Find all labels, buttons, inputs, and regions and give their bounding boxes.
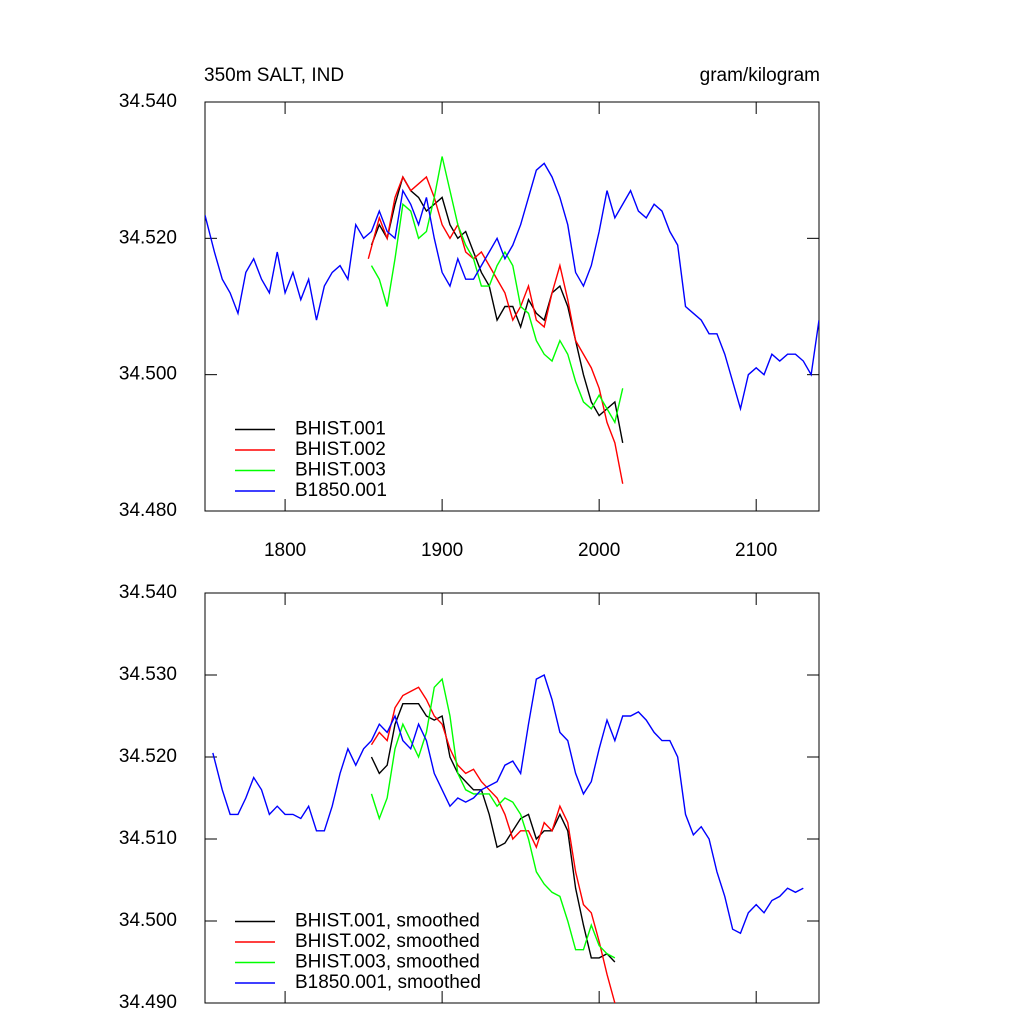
series-line — [205, 162, 819, 412]
legend-label: BHIST.003 — [295, 460, 386, 481]
series-line — [370, 156, 624, 425]
y-tick-label: 34.540 — [119, 582, 177, 603]
legend-label: BHIST.003, smoothed — [295, 952, 480, 973]
plot-frame — [204, 592, 820, 1004]
x-tick-label: 2100 — [735, 540, 777, 561]
chart-subtitle: gram/kilogram — [700, 65, 820, 86]
plot-frame — [204, 101, 820, 512]
legend-label: B1850.001 — [295, 480, 387, 501]
panel: 34.490 34.500 34.510 34.520 34.530 34.540 BHIS… — [119, 582, 820, 1013]
series-line — [367, 175, 624, 484]
series-line — [370, 703, 616, 963]
y-tick-label: 34.500 — [119, 910, 177, 931]
legend-label: B1850.001, smoothed — [295, 972, 481, 993]
legend-label: BHIST.001 — [295, 419, 386, 440]
y-tick-label: 34.510 — [119, 828, 177, 849]
legend-label: BHIST.002, smoothed — [295, 931, 480, 952]
legend-label: BHIST.001, smoothed — [295, 911, 480, 932]
series-line — [212, 673, 804, 935]
x-tick-label: 1800 — [264, 540, 306, 561]
legend-label: BHIST.002 — [295, 439, 386, 460]
y-tick-label: 34.520 — [119, 746, 177, 767]
y-tick-label: 34.520 — [119, 227, 177, 248]
chart-title: 350m SALT, IND — [204, 65, 344, 86]
series-line — [370, 686, 616, 1003]
x-tick-label: 2000 — [578, 540, 620, 561]
y-tick-label: 34.500 — [119, 364, 177, 385]
y-tick-label: 34.480 — [119, 500, 177, 521]
series-line — [370, 175, 624, 443]
y-tick-label: 34.540 — [119, 91, 177, 112]
panel: 34.480 34.500 34.520 34.540 1800 1900 2000 2100… — [119, 91, 820, 561]
y-tick-label: 34.530 — [119, 664, 177, 685]
y-tick-label: 34.490 — [119, 992, 177, 1013]
x-tick-label: 1900 — [421, 540, 463, 561]
